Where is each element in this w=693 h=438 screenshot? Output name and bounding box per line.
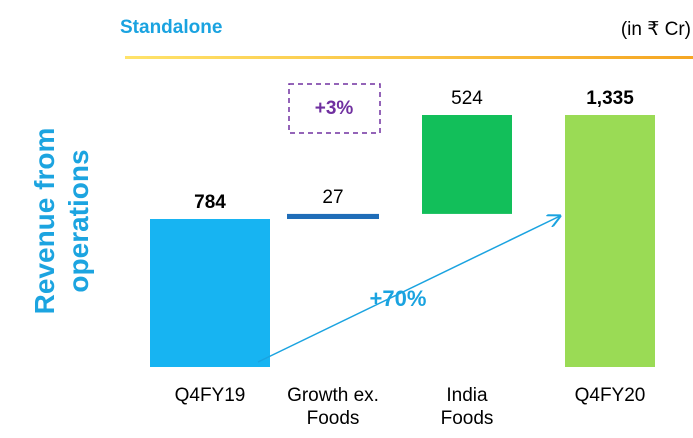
x-tick-label: Growth ex. Foods — [287, 385, 379, 429]
growth-arrow — [257, 216, 560, 363]
chart-title: Standalone — [120, 17, 222, 38]
value-label: 524 — [451, 88, 483, 109]
x-tick-label: India Foods — [440, 385, 494, 429]
bar — [150, 219, 270, 367]
value-label: 1,335 — [586, 88, 634, 109]
header-rule — [125, 56, 693, 59]
annotation: +3% — [315, 98, 354, 119]
chart-subtitle: (in ₹ Cr) — [621, 19, 691, 40]
value-label: 784 — [194, 192, 226, 213]
x-tick-label: Q4FY20 — [574, 385, 646, 406]
x-tick-label: Q4FY19 — [174, 385, 246, 406]
value-label: 27 — [322, 187, 343, 208]
bar — [422, 115, 512, 214]
annotation: +70% — [370, 286, 427, 311]
y-axis-label: Revenue from operations — [29, 127, 94, 315]
annotation-box — [288, 83, 381, 134]
bar — [287, 213, 379, 220]
bar — [565, 115, 655, 367]
